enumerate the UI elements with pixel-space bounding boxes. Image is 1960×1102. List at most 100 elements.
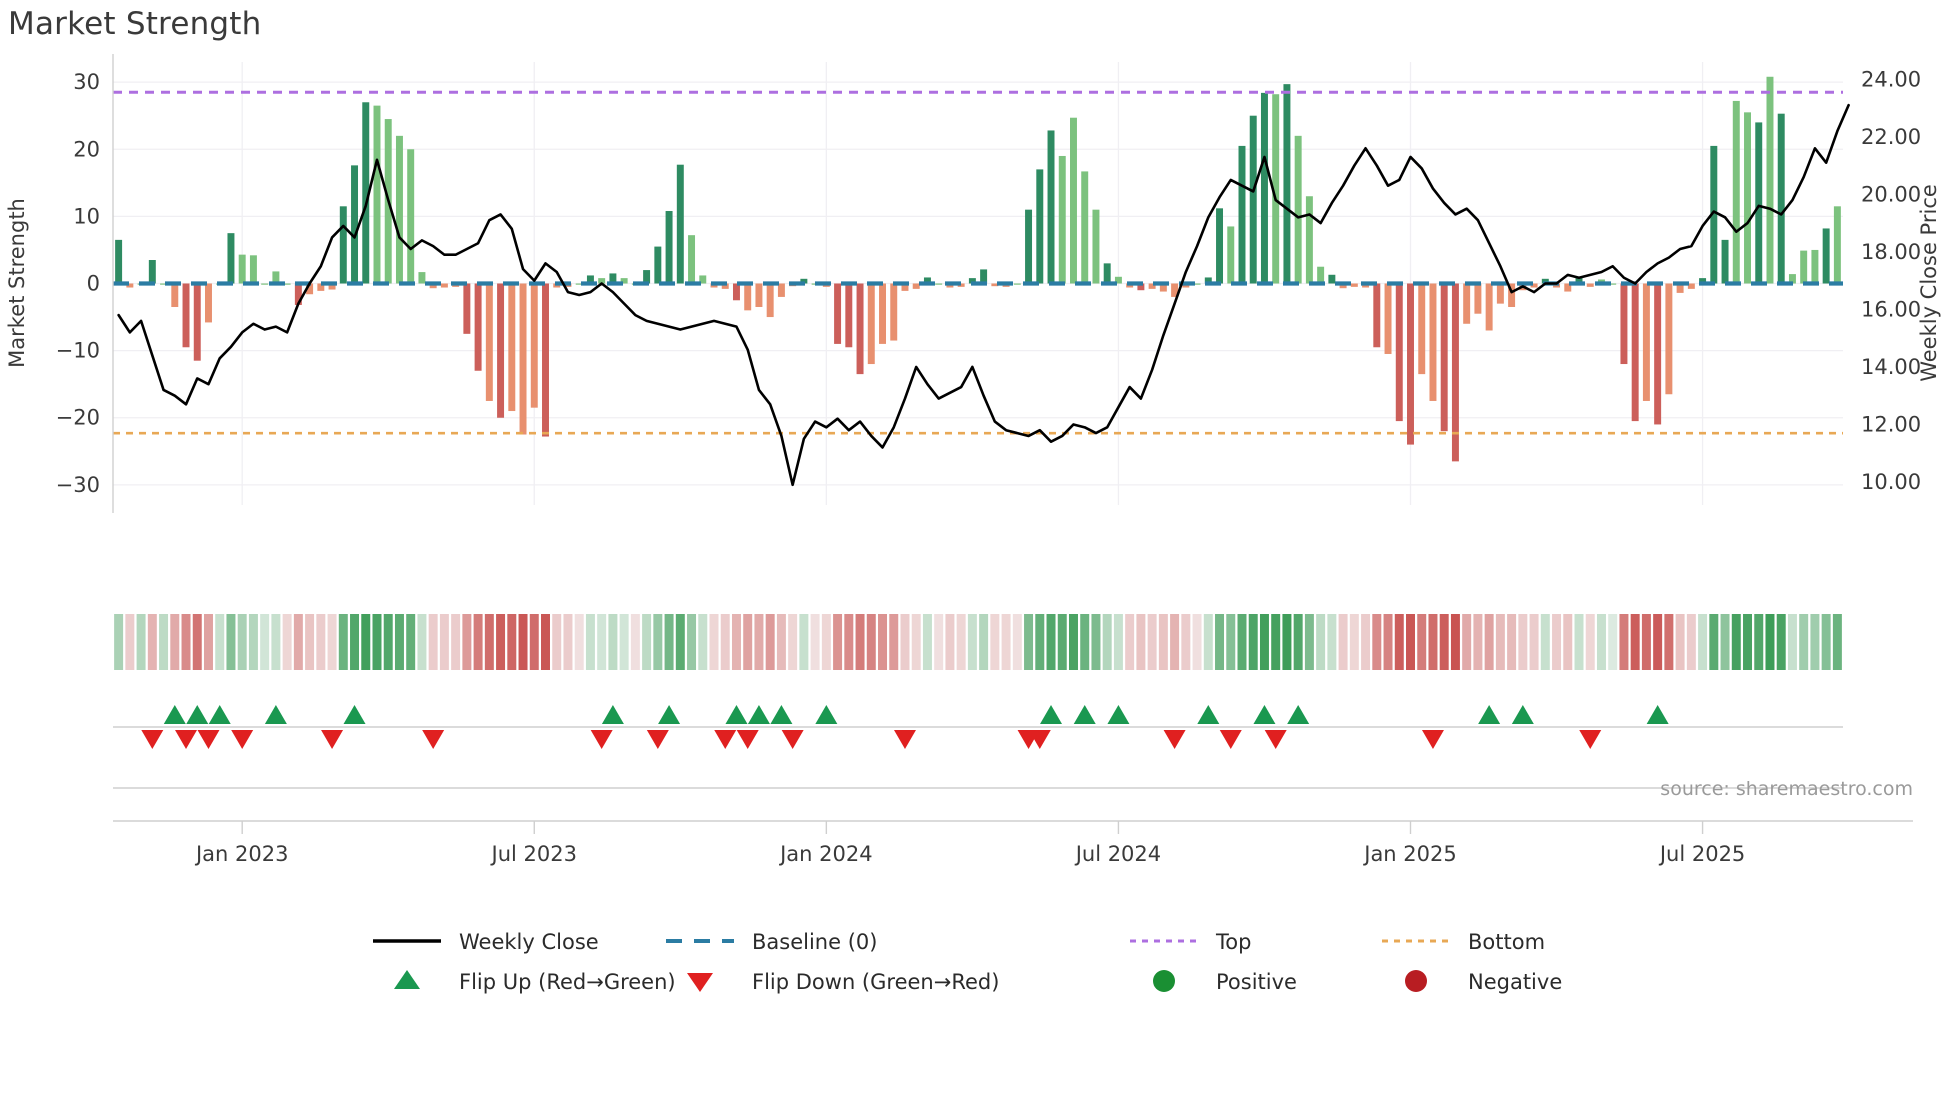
heatmap-cell — [203, 614, 213, 670]
heatmap-cell — [1450, 614, 1460, 670]
legend-item[interactable]: Weekly Close — [373, 930, 599, 954]
heatmap-cell — [293, 614, 303, 670]
heatmap-cell — [1484, 614, 1494, 670]
strength-bar — [935, 283, 943, 285]
heatmap-cell — [653, 614, 663, 670]
left-axis-label: Market Strength — [5, 198, 29, 368]
right-axis-tick-label: 20.00 — [1861, 182, 1921, 206]
strength-bar — [1642, 283, 1650, 401]
heatmap-cell — [1754, 614, 1764, 670]
strength-bar — [339, 206, 347, 284]
heatmap-cell — [361, 614, 371, 670]
strength-bar — [1586, 283, 1594, 287]
strength-bar — [1631, 283, 1639, 422]
heatmap-cell — [1731, 614, 1741, 670]
right-axis-label: Weekly Close Price — [1917, 184, 1941, 382]
strength-bar — [508, 283, 516, 412]
strength-bar — [867, 283, 875, 365]
heatmap-cell — [1406, 614, 1415, 670]
strength-bar — [1508, 283, 1516, 307]
heatmap-cell — [1462, 614, 1472, 670]
flip-up-marker — [1287, 705, 1310, 724]
x-axis-ticks: Jan 2023 Jul 2023 Jan 2024 Jul 2024 Jan 2025… — [194, 821, 1745, 866]
heatmap-cell — [765, 614, 775, 670]
strength-bar — [1429, 283, 1437, 401]
left-axis-tick-label: −20 — [56, 406, 100, 430]
strength-bar — [272, 271, 280, 284]
heatmap-cell — [125, 614, 135, 670]
flip-down-marker — [422, 730, 445, 749]
strength-bar — [845, 283, 853, 348]
strength-bar — [182, 283, 190, 348]
legend-triangle-down-swatch — [687, 973, 713, 992]
legend-item[interactable]: Baseline (0) — [666, 930, 877, 954]
heatmap-cell — [1664, 614, 1674, 670]
heatmap-cell — [844, 614, 854, 670]
strength-bar — [474, 283, 482, 371]
legend-item[interactable]: Flip Up (Red→Green) — [394, 970, 676, 994]
heatmap-cell — [585, 614, 595, 670]
strength-bar — [115, 239, 123, 284]
flip-down-marker — [197, 730, 220, 749]
strength-bar — [1609, 283, 1617, 285]
page-title: Market Strength — [8, 6, 262, 42]
heatmap-cell — [1653, 614, 1663, 670]
legend-item[interactable]: Flip Down (Green→Red) — [687, 970, 999, 994]
strength-bar — [879, 283, 886, 344]
right-axis-tick-label: 14.00 — [1861, 355, 1921, 379]
heatmap-cell — [608, 614, 618, 670]
flip-down-marker — [321, 730, 344, 749]
heatmap-cell — [1237, 614, 1247, 670]
strength-bar — [1496, 283, 1504, 304]
heatmap-cell — [316, 614, 326, 670]
flip-markers-panel — [113, 705, 1843, 749]
legend-item[interactable]: Negative — [1405, 970, 1562, 994]
flip-down-marker — [781, 730, 804, 749]
strength-bar — [732, 283, 740, 301]
strength-bar — [744, 283, 752, 311]
flip-up-marker — [1073, 705, 1096, 724]
heatmap-cell — [1080, 614, 1090, 670]
legend-item[interactable]: Positive — [1153, 970, 1297, 994]
heatmap-cell — [1271, 614, 1281, 670]
strength-bar — [1384, 283, 1392, 354]
main-chart-panel: 30 20 10 0 −10 −20 −30 24.00 22.00 20.00 18.00 16.… — [5, 54, 1941, 513]
legend-item[interactable]: Top — [1130, 930, 1251, 954]
heatmap-cells — [114, 614, 1842, 670]
heatmap-cell — [282, 614, 292, 670]
heatmap-cell — [731, 614, 741, 670]
heatmap-cell — [1529, 614, 1539, 670]
heatmap-cell — [664, 614, 674, 670]
strength-bar — [1238, 145, 1246, 284]
flip-down-marker — [893, 730, 916, 749]
strength-bar — [1541, 278, 1549, 284]
legend-item[interactable]: Bottom — [1382, 930, 1545, 954]
strength-bar — [688, 235, 696, 284]
heatmap-cell — [496, 614, 506, 670]
x-axis-tick-label: Jul 2024 — [1074, 842, 1161, 866]
x-axis-panel: Jan 2023 Jul 2023 Jan 2024 Jul 2024 Jan 2025… — [113, 778, 1913, 866]
strength-bar — [766, 283, 774, 318]
right-axis-tick-label: 22.00 — [1861, 125, 1921, 149]
strength-bar — [643, 270, 651, 284]
heatmap-cell — [529, 614, 539, 670]
market-strength-bars — [115, 76, 1841, 462]
heatmap-cell — [462, 614, 472, 670]
strength-bar — [598, 278, 606, 284]
strength-bar — [1204, 277, 1212, 284]
strength-bar — [1047, 130, 1055, 284]
heatmap-cell — [698, 614, 708, 670]
heatmap-cell — [1304, 614, 1314, 670]
heatmap-cell — [473, 614, 483, 670]
strength-bar — [306, 283, 314, 295]
flip-down-marker — [1219, 730, 1242, 749]
heatmap-cell — [754, 614, 764, 670]
heatmap-cell — [1282, 614, 1292, 670]
heatmap-cell — [1001, 614, 1011, 670]
heatmap-cell — [181, 614, 191, 670]
heatmap-cell — [394, 614, 404, 670]
strength-bar — [1103, 263, 1111, 284]
strength-bar — [530, 283, 538, 408]
legend-item-label: Flip Up (Red→Green) — [459, 970, 676, 994]
heatmap-cell — [1507, 614, 1517, 670]
